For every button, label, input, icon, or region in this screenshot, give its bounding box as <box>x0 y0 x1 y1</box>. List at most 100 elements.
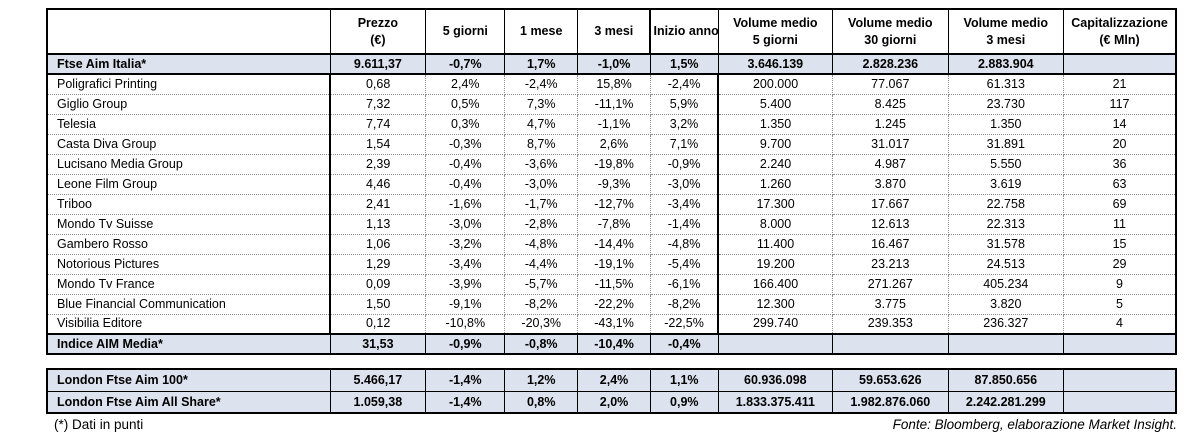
cell-inizio-anno: -5,4% <box>650 254 720 275</box>
company-row: Blue Financial Communication 1,50 -9,1% … <box>47 294 1177 315</box>
cell-inizio-anno: 7,1% <box>650 134 720 155</box>
header-row: Prezzo (€) 5 giorni 1 mese 3 mesi <box>46 8 1177 55</box>
cell-volume-medio-5-giorni: 11.400 <box>718 234 834 255</box>
column-header-line1: Volume medio <box>733 16 818 31</box>
cell-volume-medio-3-mesi: 61.313 <box>948 74 1065 95</box>
cell-5-giorni: -3,2% <box>425 234 506 255</box>
company-row: Mondo Tv France 0,09 -3,9% -5,7% -11,5% … <box>47 274 1177 295</box>
london-index-row: London Ftse Aim All Share* 1.059,38 -1,4… <box>47 391 1177 414</box>
cell-inizio-anno: 5,9% <box>650 94 720 115</box>
cell-3-mesi: -1,1% <box>577 114 651 135</box>
cell-5-giorni: -1,6% <box>425 194 506 215</box>
column-header-line2: 5 giorni <box>752 32 798 47</box>
cell-volume-medio-5-giorni: 3.646.139 <box>718 54 834 75</box>
cell-capitalizzazione: 63 <box>1063 174 1177 195</box>
cell-volume-medio-30-giorni: 12.613 <box>832 214 949 235</box>
london-indices-table: London Ftse Aim 100* 5.466,17 -1,4% 1,2%… <box>46 368 1177 414</box>
cell-capitalizzazione <box>1063 369 1177 392</box>
cell-volume-medio-30-giorni: 4.987 <box>832 154 949 175</box>
cell-inizio-anno: -0,9% <box>650 154 720 175</box>
cell-prezzo: 5.466,17 <box>330 369 427 392</box>
company-name-cell: Mondo Tv Suisse <box>47 214 332 235</box>
cell-1-mese: -2,4% <box>504 74 579 95</box>
company-row: Triboo 2,41 -1,6% -1,7% -12,7% -3,4% 17.… <box>47 194 1177 215</box>
column-header-line1: 1 mese <box>520 24 563 39</box>
cell-volume-medio-5-giorni: 1.350 <box>718 114 834 135</box>
company-row: Giglio Group 7,32 0,5% 7,3% -11,1% 5,9% … <box>47 94 1177 115</box>
column-header-line1: Volume medio <box>963 16 1049 31</box>
cell-3-mesi: 2,6% <box>577 134 651 155</box>
cell-1-mese: -4,4% <box>504 254 579 275</box>
column-header: Prezzo (€) <box>329 8 427 55</box>
index-row-ftse-aim-italia: Ftse Aim Italia* 9.611,37 -0,7% 1,7% -1,… <box>47 54 1177 75</box>
cell-volume-medio-3-mesi: 405.234 <box>948 274 1065 295</box>
company-row: Lucisano Media Group 2,39 -0,4% -3,6% -1… <box>47 154 1177 175</box>
cell-capitalizzazione: 5 <box>1063 294 1177 315</box>
cell-volume-medio-30-giorni: 16.467 <box>832 234 949 255</box>
cell-volume-medio-30-giorni: 17.667 <box>832 194 949 215</box>
cell-inizio-anno: 0,9% <box>650 391 719 414</box>
company-name-cell: Telesia <box>47 114 332 135</box>
cell-volume-medio-30-giorni <box>832 333 949 355</box>
cell-prezzo: 1.059,38 <box>330 391 427 414</box>
cell-prezzo: 0,09 <box>330 274 427 295</box>
cell-volume-medio-30-giorni: 3.870 <box>832 174 949 195</box>
company-row: Gambero Rosso 1,06 -3,2% -4,8% -14,4% -4… <box>47 234 1177 255</box>
column-header-line2: (€ Mln) <box>1099 32 1140 47</box>
cell-3-mesi: -10,4% <box>577 333 651 355</box>
cell-5-giorni: -3,9% <box>425 274 506 295</box>
cell-1-mese: -20,3% <box>504 314 579 335</box>
column-header-line1: 5 giorni <box>442 24 488 39</box>
cell-capitalizzazione: 69 <box>1063 194 1177 215</box>
cell-5-giorni: -0,3% <box>425 134 506 155</box>
cell-5-giorni: -1,4% <box>425 391 506 414</box>
cell-3-mesi: -12,7% <box>577 194 651 215</box>
cell-3-mesi: -19,1% <box>577 254 651 275</box>
cell-volume-medio-5-giorni: 9.700 <box>718 134 834 155</box>
cell-1-mese: -3,0% <box>504 174 579 195</box>
cell-capitalizzazione: 29 <box>1063 254 1177 275</box>
cell-volume-medio-30-giorni: 77.067 <box>832 74 949 95</box>
cell-1-mese: 8,7% <box>504 134 579 155</box>
cell-prezzo: 1,13 <box>330 214 427 235</box>
cell-prezzo: 2,41 <box>330 194 427 215</box>
cell-volume-medio-5-giorni: 17.300 <box>718 194 834 215</box>
cell-prezzo: 1,50 <box>330 294 427 315</box>
cell-capitalizzazione: 36 <box>1063 154 1177 175</box>
cell-inizio-anno: -8,2% <box>650 294 720 315</box>
cell-3-mesi: 2,4% <box>577 369 651 392</box>
cell-prezzo: 31,53 <box>330 333 427 355</box>
company-name-cell: Blue Financial Communication <box>47 294 332 315</box>
cell-3-mesi: -14,4% <box>577 234 651 255</box>
cell-5-giorni: -9,1% <box>425 294 506 315</box>
cell-volume-medio-3-mesi: 31.891 <box>948 134 1065 155</box>
points-footnote: (*) Dati in punti <box>54 417 144 432</box>
cell-1-mese: 1,7% <box>504 54 579 75</box>
cell-inizio-anno: -1,4% <box>650 214 720 235</box>
company-name-cell: Triboo <box>47 194 332 215</box>
column-header: 3 mesi <box>577 8 652 55</box>
company-name-cell: Leone Film Group <box>47 174 332 195</box>
column-header <box>46 8 331 55</box>
column-header: Volume medio 3 mesi <box>947 8 1065 55</box>
cell-prezzo: 1,29 <box>330 254 427 275</box>
cell-volume-medio-30-giorni: 59.653.626 <box>832 369 949 392</box>
cell-volume-medio-5-giorni: 200.000 <box>718 74 834 95</box>
cell-3-mesi: -11,1% <box>577 94 651 115</box>
cell-1-mese: -3,6% <box>504 154 579 175</box>
cell-capitalizzazione: 20 <box>1063 134 1177 155</box>
source-note: Fonte: Bloomberg, elaborazione Market In… <box>892 417 1177 432</box>
cell-inizio-anno: -0,4% <box>650 333 719 355</box>
cell-prezzo: 7,74 <box>330 114 427 135</box>
cell-capitalizzazione: 9 <box>1063 274 1177 295</box>
cell-1-mese: 7,3% <box>504 94 579 115</box>
cell-volume-medio-30-giorni: 271.267 <box>832 274 949 295</box>
cell-volume-medio-5-giorni: 1.260 <box>718 174 834 195</box>
cell-1-mese: -8,2% <box>504 294 579 315</box>
cell-volume-medio-3-mesi: 3.820 <box>948 294 1065 315</box>
cell-prezzo: 7,32 <box>330 94 427 115</box>
company-name-cell: Gambero Rosso <box>47 234 332 255</box>
cell-1-mese: 1,2% <box>504 369 579 392</box>
cell-capitalizzazione: 15 <box>1063 234 1177 255</box>
